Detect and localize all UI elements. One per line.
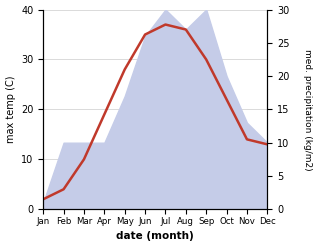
Y-axis label: med. precipitation (kg/m2): med. precipitation (kg/m2) bbox=[303, 49, 313, 170]
Y-axis label: max temp (C): max temp (C) bbox=[5, 76, 16, 143]
X-axis label: date (month): date (month) bbox=[116, 231, 194, 242]
